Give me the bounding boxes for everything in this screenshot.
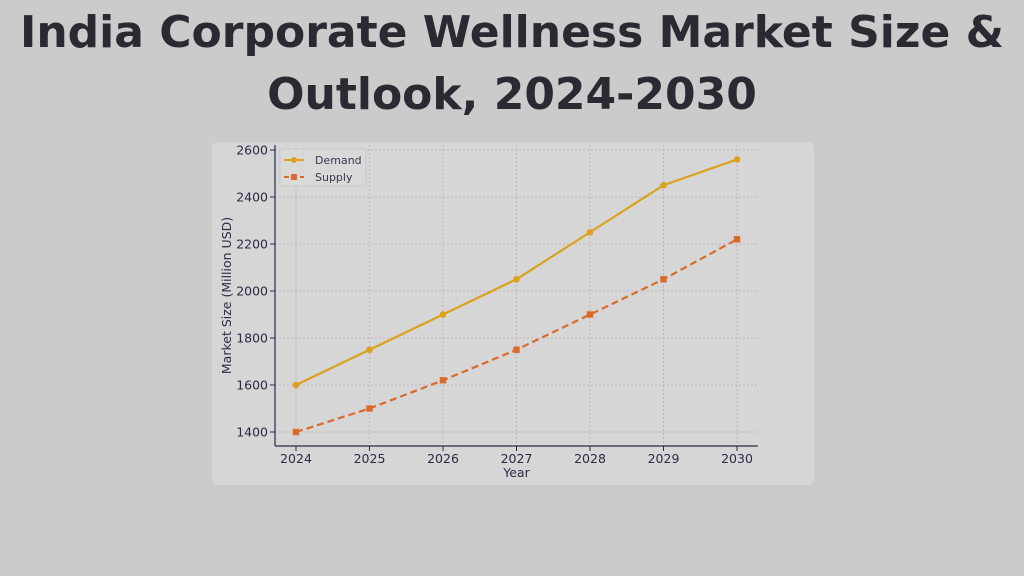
y-tick-label: 2000 (236, 284, 268, 299)
y-tick-label: 1400 (236, 425, 268, 440)
x-axis-label: Year (502, 465, 530, 480)
data-point-demand (586, 228, 594, 236)
data-point-supply (366, 405, 373, 412)
y-tick-label: 1800 (236, 331, 268, 346)
x-tick-label: 2024 (280, 451, 312, 466)
data-point-supply (733, 236, 741, 243)
x-tick-label: 2028 (574, 451, 606, 466)
data-point-demand (366, 346, 373, 354)
data-point-demand (292, 381, 300, 389)
y-tick-label: 2200 (236, 237, 268, 252)
y-tick-label: 2600 (236, 143, 268, 158)
data-point-demand (439, 311, 447, 318)
x-tick-label: 2029 (648, 451, 680, 466)
x-tick-label: 2025 (354, 451, 386, 466)
legend-label-demand: Demand (315, 154, 362, 167)
series-line-supply (295, 238, 738, 434)
legend-label-supply: Supply (315, 171, 353, 184)
data-point-supply (292, 428, 300, 436)
data-point-supply (513, 346, 520, 353)
x-tick-label: 2026 (427, 451, 459, 466)
data-point-demand (660, 181, 667, 189)
legend-marker-icon (291, 157, 297, 163)
data-point-demand (733, 156, 741, 163)
data-point-demand (513, 275, 520, 283)
legend-marker-icon (291, 174, 297, 180)
y-tick-label: 2400 (236, 190, 268, 205)
data-point-supply (439, 377, 447, 384)
data-point-supply (586, 311, 594, 318)
y-tick-label: 1600 (236, 378, 268, 393)
x-tick-label: 2030 (721, 451, 753, 466)
y-axis-label: Market Size (Million USD) (219, 217, 234, 374)
x-tick-label: 2027 (501, 451, 533, 466)
data-point-supply (660, 276, 667, 283)
page-title: India Corporate Wellness Market Size & O… (19, 7, 1004, 120)
